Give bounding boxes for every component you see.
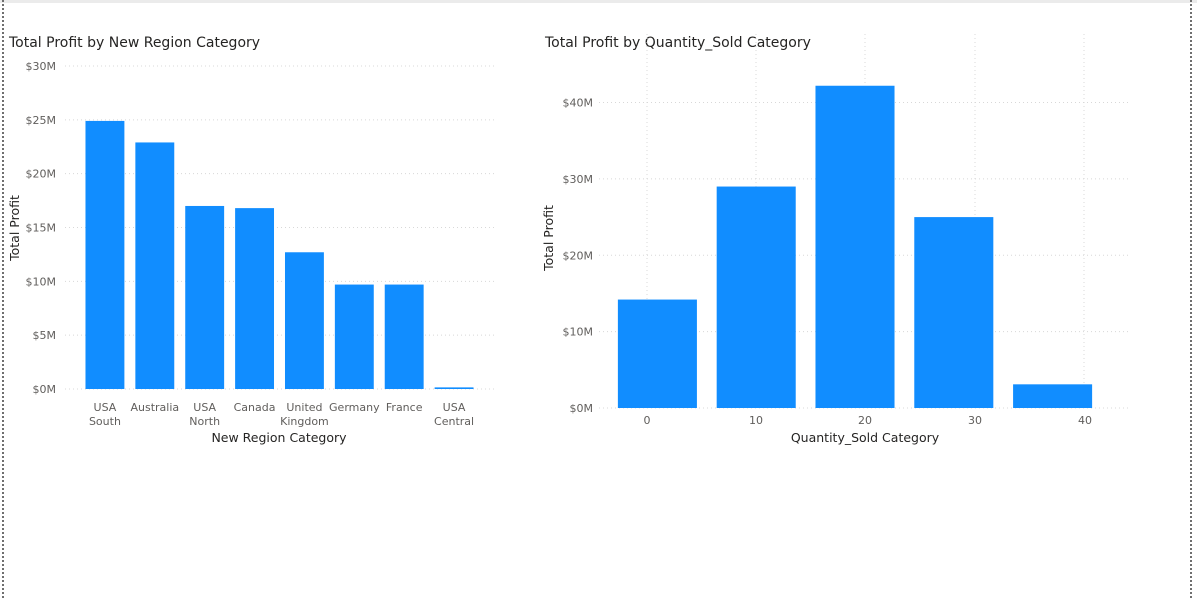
y-axis-title: Total Profit	[7, 195, 22, 262]
canvas-left-border	[2, 0, 4, 598]
x-tick-label: Germany	[329, 401, 380, 414]
y-tick-label: $0M	[33, 383, 57, 396]
x-tick-label: France	[386, 401, 423, 414]
x-tick-label: USA North	[189, 401, 220, 428]
region-profit-chart-svg: $0M $5M $10M $15M $20M $25M $30M USA South Austra…	[7, 60, 494, 445]
bar[interactable]	[815, 85, 895, 408]
x-tick-label: 0	[644, 414, 651, 427]
x-tick-label: 10	[749, 414, 763, 427]
y-tick-label: $10M	[26, 275, 57, 288]
bar[interactable]	[185, 205, 225, 389]
y-tick-label: $25M	[26, 114, 57, 127]
bar[interactable]	[1013, 384, 1093, 408]
bar[interactable]	[384, 284, 424, 389]
y-axis-title: Total Profit	[541, 205, 556, 272]
y-tick-label: $30M	[26, 60, 57, 73]
canvas-right-border	[1190, 0, 1192, 598]
x-tick-label: USA Central	[434, 401, 474, 428]
x-axis-title: Quantity_Sold Category	[791, 430, 940, 445]
y-tick-label: $20M	[26, 168, 57, 181]
x-tick-label: 40	[1078, 414, 1092, 427]
bar[interactable]	[85, 120, 125, 389]
bar[interactable]	[914, 217, 994, 408]
y-tick-label: $15M	[26, 222, 57, 235]
y-tick-label: $10M	[563, 326, 594, 339]
x-tick-label: Canada	[234, 401, 276, 414]
x-tick-label: Australia	[130, 401, 179, 414]
y-tick-label: $40M	[563, 97, 594, 110]
y-tick-label: $20M	[563, 249, 594, 262]
bar[interactable]	[434, 387, 474, 389]
bar[interactable]	[334, 284, 374, 389]
quantity-profit-chart-visual[interactable]: Total Profit by Quantity_Sold Category $…	[541, 0, 1142, 460]
bar[interactable]	[284, 252, 324, 389]
x-tick-label: 20	[858, 414, 872, 427]
y-tick-label: $0M	[570, 402, 594, 415]
bar[interactable]	[135, 142, 175, 389]
y-tick-label: $5M	[33, 329, 57, 342]
bar[interactable]	[716, 186, 796, 408]
x-tick-label: USA South	[89, 401, 121, 428]
bar[interactable]	[617, 299, 697, 408]
x-tick-label: 30	[968, 414, 982, 427]
x-axis-title: New Region Category	[211, 430, 347, 445]
region-profit-chart-visual[interactable]: Total Profit by New Region Category $0M $…	[6, 0, 506, 460]
x-tick-label: United Kingdom	[280, 401, 329, 428]
quantity-profit-chart-svg: $0M $10M $20M $30M $40M 0 10 20 30 40 Quantity_Sol…	[541, 34, 1128, 445]
bar[interactable]	[235, 208, 275, 389]
chart-title: Total Profit by New Region Category	[9, 35, 261, 51]
y-tick-label: $30M	[563, 173, 594, 186]
chart-title: Total Profit by Quantity_Sold Category	[545, 35, 811, 51]
